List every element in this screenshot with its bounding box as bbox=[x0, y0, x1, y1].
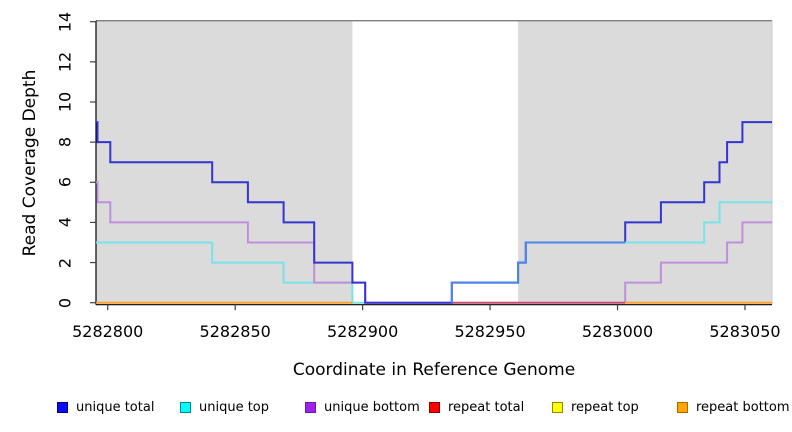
coverage-line-unique-top bbox=[450, 241, 626, 303]
y-tick-label: 10 bbox=[55, 91, 75, 113]
x-tick-label: 5282850 bbox=[199, 322, 271, 341]
x-tick-label: 5282900 bbox=[326, 322, 399, 341]
y-tick-label: 4 bbox=[55, 217, 75, 228]
coverage-line-unique-bottom bbox=[624, 221, 772, 303]
y-axis-title: Read Coverage Depth bbox=[20, 69, 40, 257]
coverage-line-unique-top bbox=[625, 201, 772, 244]
legend-label: unique bottom bbox=[324, 399, 420, 415]
y-tick-label: 8 bbox=[55, 137, 75, 148]
legend-item-unique-top: unique top bbox=[180, 399, 270, 415]
y-tick-label: 12 bbox=[55, 51, 75, 73]
legend-item-unique-bottom: unique bottom bbox=[305, 399, 420, 415]
right-shaded-region bbox=[518, 20, 772, 304]
legend-item-unique-total: unique total bbox=[57, 399, 155, 415]
legend-label: unique total bbox=[76, 399, 155, 415]
legend-swatch-icon bbox=[677, 401, 688, 413]
y-tick-label: 14 bbox=[55, 11, 75, 32]
x-tick-label: 5283000 bbox=[581, 322, 654, 341]
x-axis-title: Coordinate in Reference Genome bbox=[292, 360, 576, 380]
x-tick-label: 5283050 bbox=[709, 322, 781, 341]
y-tick-label: 2 bbox=[55, 257, 75, 268]
legend-item-repeat-total: repeat total bbox=[429, 399, 525, 415]
legend-item-repeat-bottom: repeat bottom bbox=[677, 399, 790, 415]
y-tick-label: 0 bbox=[55, 297, 75, 308]
legend-swatch-icon bbox=[552, 401, 563, 413]
legend-label: unique top bbox=[199, 399, 270, 415]
coverage-line-unique-top bbox=[96, 241, 366, 304]
legend-swatch-icon bbox=[429, 401, 440, 413]
legend-swatch-icon bbox=[180, 401, 191, 413]
legend-item-repeat-top: repeat top bbox=[552, 399, 639, 415]
legend-swatch-icon bbox=[305, 401, 316, 413]
legend-swatch-icon bbox=[57, 401, 68, 413]
legend-label: repeat bottom bbox=[696, 399, 790, 415]
x-tick-label: 5282950 bbox=[454, 322, 526, 341]
x-tick-label: 5282800 bbox=[72, 322, 144, 341]
legend-label: repeat top bbox=[571, 399, 639, 415]
legend-label: repeat total bbox=[448, 399, 525, 415]
y-tick-label: 6 bbox=[55, 177, 75, 188]
